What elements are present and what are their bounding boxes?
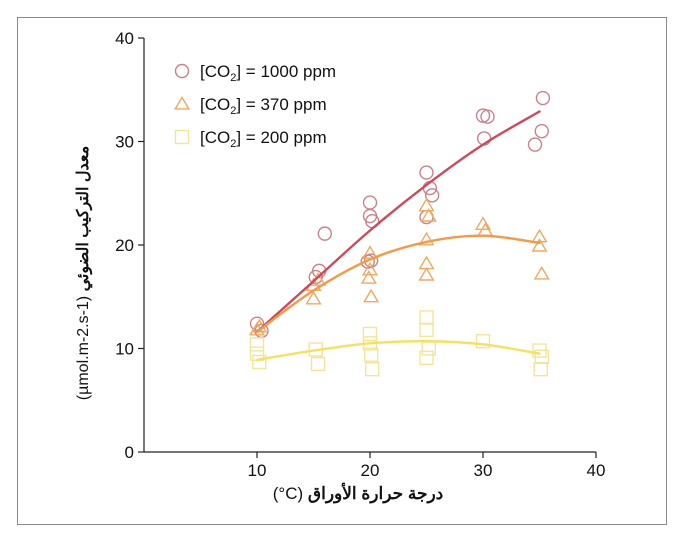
data-point bbox=[533, 362, 548, 377]
fit-line-1 bbox=[255, 234, 541, 334]
y-tick-label: 20 bbox=[115, 236, 134, 255]
data-point bbox=[424, 188, 440, 203]
legend: [CO2] = 1000 ppm [CO2] = 370 ppm [CO2] = 2… bbox=[173, 62, 336, 150]
legend-label: [CO2] = 200 ppm bbox=[200, 128, 327, 150]
data-point bbox=[360, 270, 377, 284]
data-point bbox=[362, 326, 378, 342]
x-tick-label: 10 bbox=[248, 461, 267, 480]
legend-marker bbox=[173, 95, 191, 110]
data-point bbox=[527, 137, 543, 152]
x-axis-label: (°C) درجة حرارة الأوراق bbox=[273, 482, 443, 504]
y-tick-label: 10 bbox=[115, 340, 134, 359]
data-point bbox=[531, 228, 548, 243]
data-point bbox=[475, 334, 491, 349]
data-point bbox=[420, 208, 437, 222]
data-point bbox=[363, 288, 380, 303]
data-point bbox=[418, 231, 435, 246]
data-point bbox=[533, 265, 550, 280]
data-point bbox=[363, 347, 379, 362]
legend-label: [CO2] = 1000 ppm bbox=[200, 62, 336, 84]
x-tick-label: 40 bbox=[587, 461, 606, 480]
data-point bbox=[531, 238, 548, 252]
data-point bbox=[418, 255, 435, 270]
fit-line-2 bbox=[255, 340, 541, 362]
figure-frame: 0 10 20 30 40 10 20 30 40 (°C) درجة حرارة الأوراق… bbox=[17, 17, 667, 525]
data-point bbox=[419, 165, 434, 180]
legend-marker bbox=[174, 129, 190, 145]
data-point bbox=[418, 267, 435, 281]
data-point bbox=[419, 322, 434, 338]
data-point bbox=[249, 337, 265, 352]
legend-label: [CO2] = 370 ppm bbox=[200, 95, 327, 117]
data-point bbox=[534, 123, 549, 139]
data-point bbox=[305, 290, 322, 305]
legend-marker bbox=[174, 63, 190, 79]
series-1 bbox=[248, 197, 550, 336]
y-tick-label: 0 bbox=[125, 443, 134, 462]
x-tick-label: 30 bbox=[474, 461, 493, 480]
y-tick-label: 30 bbox=[115, 133, 134, 152]
x-tick-label: 20 bbox=[361, 461, 380, 480]
data-point bbox=[535, 90, 551, 106]
data-point bbox=[249, 316, 265, 331]
y-axis-label: (µmol.m-2.s-1) معدل التركيب الضوئي bbox=[75, 146, 93, 400]
data-point bbox=[317, 226, 332, 241]
data-point bbox=[419, 350, 434, 366]
data-point bbox=[252, 354, 267, 370]
data-point bbox=[365, 362, 380, 377]
data-point bbox=[480, 109, 495, 124]
data-point bbox=[361, 261, 379, 276]
y-tick-label: 40 bbox=[115, 29, 134, 48]
scatter-chart: 0 10 20 30 40 10 20 30 40 (°C) درجة حرارة الأوراق… bbox=[75, 29, 606, 504]
data-point bbox=[474, 216, 492, 230]
data-point bbox=[419, 310, 434, 325]
data-point bbox=[418, 197, 435, 212]
fit-line-0 bbox=[255, 110, 541, 334]
data-point bbox=[362, 195, 378, 210]
data-point bbox=[310, 356, 326, 372]
series-2 bbox=[249, 310, 549, 377]
